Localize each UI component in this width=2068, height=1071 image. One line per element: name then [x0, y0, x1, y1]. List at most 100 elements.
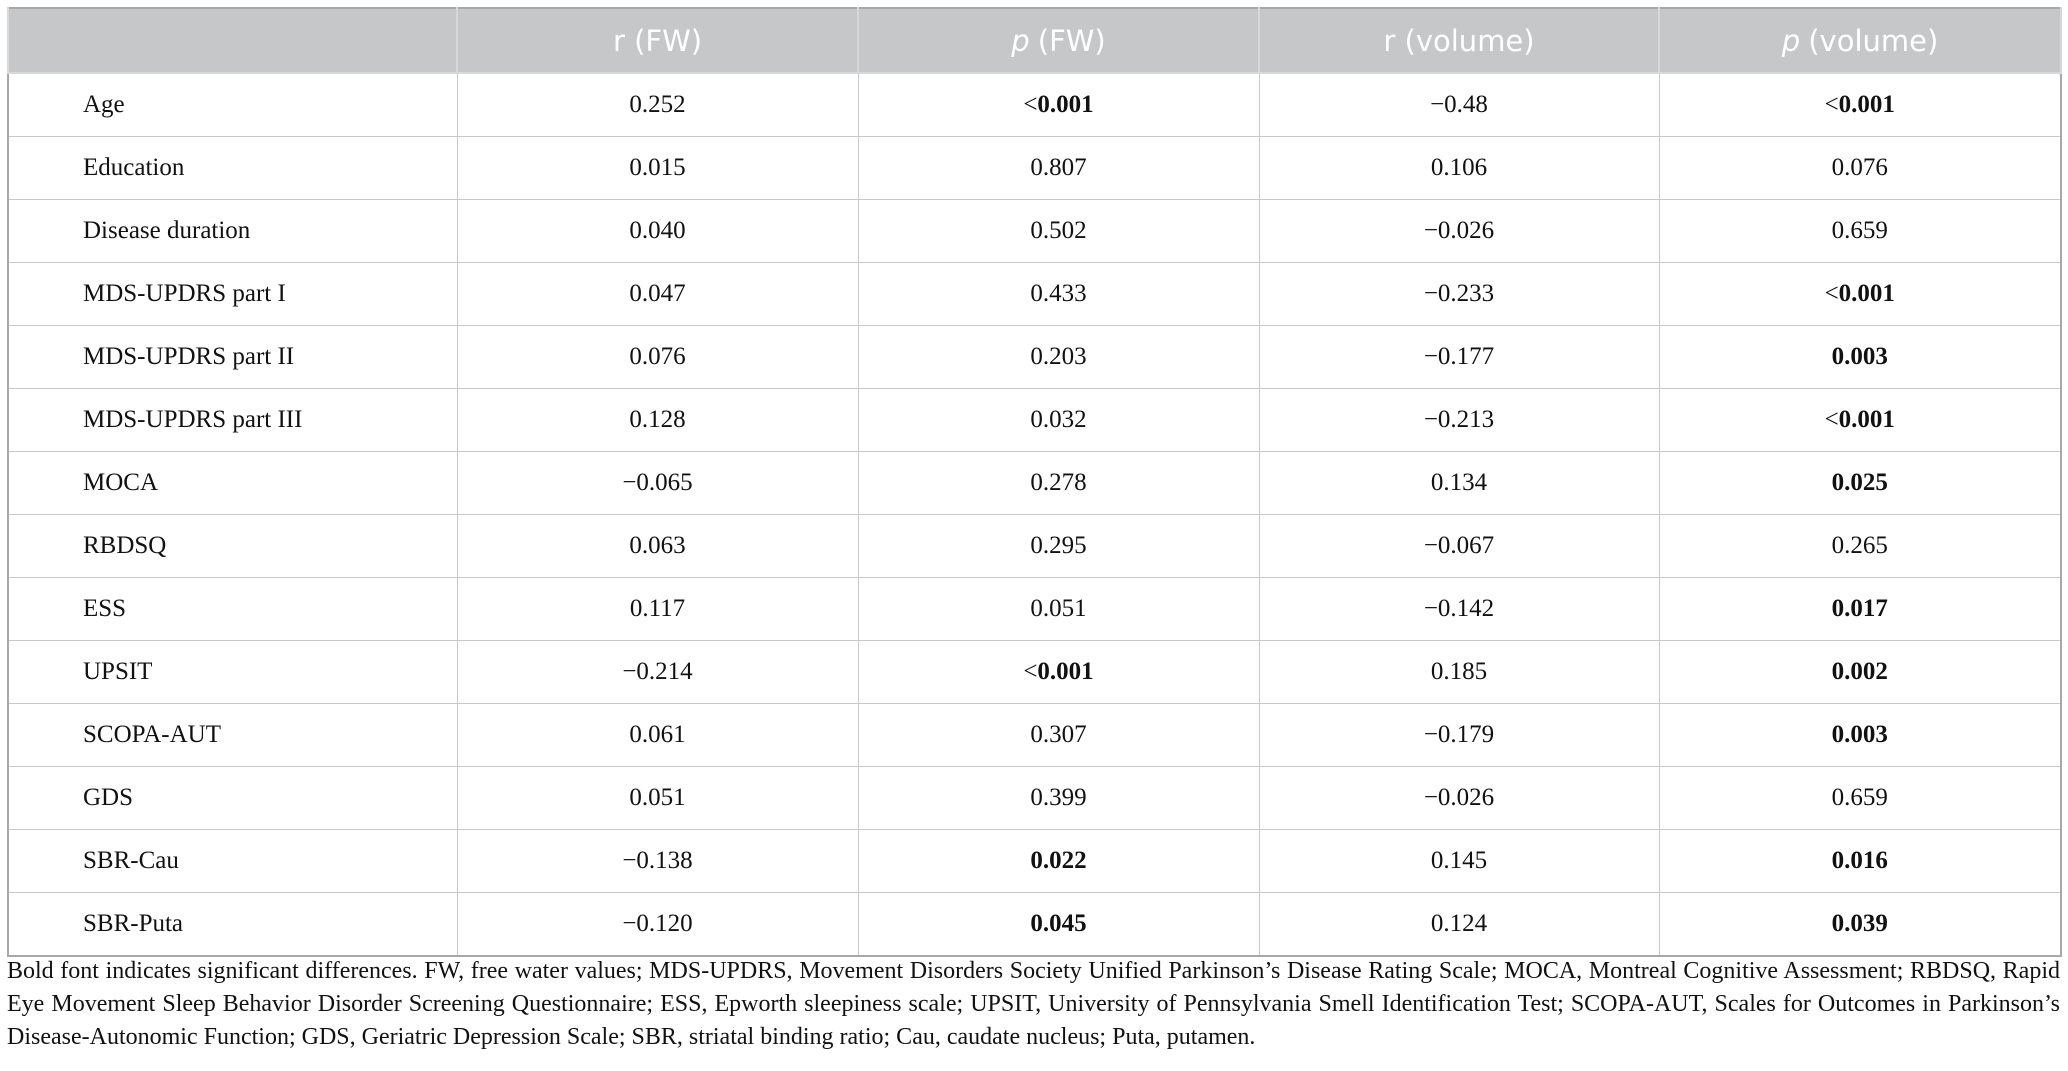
cell-text: 0.040 [629, 217, 686, 244]
cell-text: RBDSQ [83, 532, 167, 559]
cell-text: 0.659 [1831, 217, 1888, 244]
cell-text: −0.142 [1423, 595, 1495, 622]
bold-text: 0.022 [1030, 847, 1087, 874]
table-cell: 0.124 [1258, 892, 1660, 957]
cell-text: 0.063 [629, 532, 686, 559]
row-label: ESS [7, 577, 458, 641]
cell-text: Education [83, 154, 185, 181]
cell-text: −0.138 [622, 847, 693, 874]
table-row: Education 0.015 0.807 0.106 0.076 [7, 136, 2062, 200]
row-label: Age [7, 72, 458, 137]
table-row: RBDSQ 0.063 0.295 −0.067 0.265 [7, 514, 2062, 578]
table-cell: 0.039 [1658, 892, 2062, 957]
cell-text: −0.48 [1430, 91, 1488, 118]
table-cell: −0.214 [456, 640, 859, 704]
bold-text: 0.001 [1838, 406, 1895, 433]
cell-text: UPSIT [83, 658, 153, 685]
bold-text: 0.016 [1831, 847, 1888, 874]
table-cell: 0.047 [456, 262, 859, 326]
table-cell: <0.001 [857, 640, 1260, 704]
cell-text: < [1824, 91, 1839, 118]
table-cell: 0.051 [456, 766, 859, 830]
cell-text: MDS-UPDRS part III [83, 406, 303, 433]
table-cell: −0.179 [1258, 703, 1660, 767]
bold-text: 0.001 [1838, 91, 1895, 118]
cell-text: MDS-UPDRS part I [83, 280, 286, 307]
table-cell: −0.026 [1258, 766, 1660, 830]
cell-text: 0.051 [1030, 595, 1087, 622]
header-cell: p (volume) [1658, 8, 2062, 74]
header-cell: r (volume) [1258, 8, 1660, 74]
italic-text: p [1781, 23, 1801, 58]
cell-text: −0.179 [1423, 721, 1495, 748]
cell-text: Age [83, 91, 125, 118]
table-cell: 0.128 [456, 388, 859, 452]
italic-text: p [1011, 23, 1030, 58]
table-row: MOCA −0.065 0.278 0.134 0.025 [7, 451, 2062, 515]
cell-text: 0.128 [629, 406, 686, 433]
table-cell: −0.177 [1258, 325, 1660, 389]
table-cell: 0.025 [1658, 451, 2062, 515]
table-cell: 0.106 [1258, 136, 1660, 200]
cell-text: < [1023, 658, 1038, 685]
cell-text: 0.134 [1430, 469, 1488, 496]
row-label: MOCA [7, 451, 458, 515]
table-cell: 0.003 [1658, 325, 2062, 389]
cell-text: 0.032 [1030, 406, 1087, 433]
table-cell: 0.051 [857, 577, 1260, 641]
table-cell: <0.001 [1658, 262, 2062, 326]
table-row: SCOPA-AUT 0.061 0.307 −0.179 0.003 [7, 703, 2062, 767]
cell-text: 0.185 [1430, 658, 1488, 685]
header-cell [7, 8, 458, 74]
cell-text: −0.026 [1423, 217, 1495, 244]
table-row: SBR-Puta −0.120 0.045 0.124 0.039 [7, 892, 2062, 957]
table-cell: 0.278 [857, 451, 1260, 515]
row-label: Disease duration [7, 199, 458, 263]
cell-text: 0.015 [629, 154, 686, 181]
header-row: r (FW) p (FW) r (volume) p (volume) [7, 8, 2062, 74]
table-cell: 0.002 [1658, 640, 2062, 704]
table-cell: −0.138 [456, 829, 859, 893]
row-label: SBR-Cau [7, 829, 458, 893]
footnote: Bold font indicates significant differen… [7, 958, 2060, 1050]
row-label: Education [7, 136, 458, 200]
bold-text: 0.001 [1037, 658, 1094, 685]
table-cell: 0.659 [1658, 766, 2062, 830]
cell-text: −0.120 [622, 910, 693, 937]
header-cell: p (FW) [857, 8, 1260, 74]
cell-text: < [1824, 280, 1839, 307]
table-cell: 0.265 [1658, 514, 2062, 578]
table-cell: <0.001 [857, 72, 1260, 137]
table-cell: 0.185 [1258, 640, 1660, 704]
cell-text: 0.502 [1030, 217, 1087, 244]
table-cell: 0.040 [456, 199, 859, 263]
table-cell: −0.48 [1258, 72, 1660, 137]
cell-text: SCOPA-AUT [83, 721, 222, 748]
table-cell: −0.142 [1258, 577, 1660, 641]
cell-text: 0.399 [1030, 784, 1087, 811]
cell-text: SBR-Puta [83, 910, 184, 937]
bold-text: 0.039 [1831, 910, 1888, 937]
cell-text: r (FW) [612, 23, 703, 58]
table-row: MDS-UPDRS part III 0.128 0.032 −0.213 <0.001 [7, 388, 2062, 452]
cell-text: < [1824, 406, 1839, 433]
table-body: Age 0.252 <0.001 −0.48 <0.001 Education 0.015 0… [7, 72, 2062, 957]
cell-text: 0.203 [1030, 343, 1087, 370]
table-cell: <0.001 [1658, 388, 2062, 452]
table-cell: −0.067 [1258, 514, 1660, 578]
table-row: Age 0.252 <0.001 −0.48 <0.001 [7, 72, 2062, 137]
table-cell: 0.203 [857, 325, 1260, 389]
cell-text: SBR-Cau [83, 847, 179, 874]
bold-text: 0.003 [1831, 721, 1888, 748]
row-label: SBR-Puta [7, 892, 458, 957]
table-cell: 0.433 [857, 262, 1260, 326]
bold-text: 0.001 [1037, 91, 1094, 118]
cell-text: 0.124 [1430, 910, 1488, 937]
cell-text: 0.295 [1030, 532, 1087, 559]
table-cell: 0.307 [857, 703, 1260, 767]
cell-text: 0.659 [1831, 784, 1888, 811]
row-label: GDS [7, 766, 458, 830]
table-cell: <0.001 [1658, 72, 2062, 137]
table-row: MDS-UPDRS part I 0.047 0.433 −0.233 <0.001 [7, 262, 2062, 326]
